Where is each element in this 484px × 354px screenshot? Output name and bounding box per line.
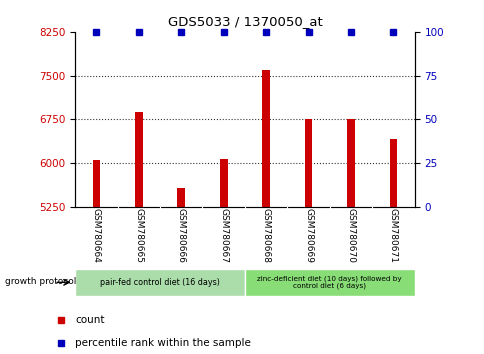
Text: GSM780669: GSM780669 <box>303 208 313 263</box>
Text: zinc-deficient diet (10 days) followed by
control diet (6 days): zinc-deficient diet (10 days) followed b… <box>257 275 401 289</box>
Text: GSM780666: GSM780666 <box>176 208 185 263</box>
Text: GSM780670: GSM780670 <box>346 208 355 263</box>
Bar <box>244 269 414 296</box>
Text: pair-fed control diet (16 days): pair-fed control diet (16 days) <box>100 278 220 287</box>
Bar <box>219 159 227 207</box>
Bar <box>304 119 312 207</box>
Text: percentile rank within the sample: percentile rank within the sample <box>75 338 251 348</box>
Text: growth protocol: growth protocol <box>5 277 76 286</box>
Text: GSM780667: GSM780667 <box>219 208 228 263</box>
Bar <box>389 139 396 207</box>
Text: GSM780665: GSM780665 <box>134 208 143 263</box>
Bar <box>262 70 270 207</box>
Bar <box>135 113 142 207</box>
Text: GSM780664: GSM780664 <box>91 208 101 263</box>
Text: GSM780668: GSM780668 <box>261 208 270 263</box>
Bar <box>177 188 185 207</box>
Title: GDS5033 / 1370050_at: GDS5033 / 1370050_at <box>167 15 322 28</box>
Bar <box>75 269 244 296</box>
Text: count: count <box>75 315 105 325</box>
Text: GSM780671: GSM780671 <box>388 208 397 263</box>
Bar <box>92 160 100 207</box>
Bar <box>347 120 354 207</box>
